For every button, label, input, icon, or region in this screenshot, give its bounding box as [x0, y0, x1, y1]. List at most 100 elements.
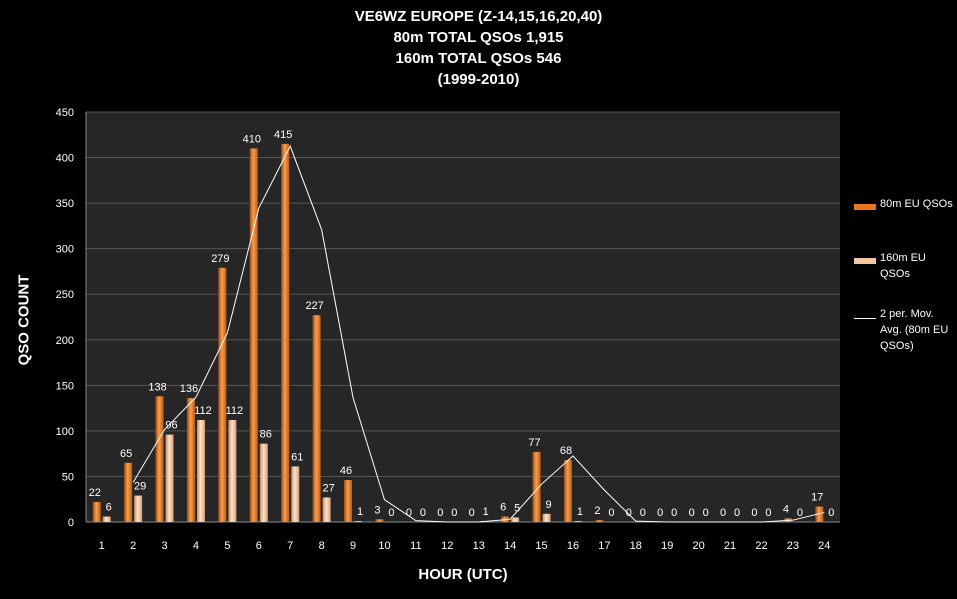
series-160m-data-label: 27: [323, 482, 335, 494]
series-80m-data-label: 46: [340, 465, 352, 477]
legend-swatch-160m: [854, 258, 876, 264]
x-tick-label: 18: [630, 540, 642, 552]
x-tick-label: 7: [287, 540, 293, 552]
plot-area: [86, 112, 840, 522]
legend-label-80m: 80m EU QSOs: [880, 198, 953, 210]
series-160m-data-label: 5: [514, 502, 520, 514]
x-tick-label: 15: [535, 540, 547, 552]
series-160m-data-label: 29: [134, 481, 146, 493]
series-160m-data-label: 0: [797, 507, 803, 519]
x-tick-label: 23: [787, 540, 799, 552]
series-160m-data-label: 86: [260, 429, 272, 441]
x-axis-title: HOUR (UTC): [418, 566, 508, 583]
x-tick-label: 20: [693, 540, 705, 552]
series-160m-bar: [354, 521, 363, 522]
series-80m-data-label: 4: [783, 503, 789, 515]
y-tick-label: 400: [56, 153, 74, 165]
series-80m-data-label: 2: [594, 505, 600, 517]
series-80m-data-label: 136: [180, 383, 198, 395]
series-160m-data-label: 0: [671, 507, 677, 519]
y-axis-title-box: QSO COUNT: [4, 260, 44, 380]
series-80m-data-label: 68: [560, 445, 572, 457]
series-160m-bar: [228, 419, 237, 522]
legend-swatch-moving-avg: [854, 318, 876, 319]
x-tick-label: 5: [224, 540, 230, 552]
series-160m-data-label: 1: [483, 506, 489, 518]
series-80m-bar: [595, 520, 604, 522]
series-160m-data-label: 1: [577, 506, 583, 518]
series-80m-data-label: 65: [120, 448, 132, 460]
series-160m-data-label: 1: [357, 506, 363, 518]
x-tick-label: 3: [161, 540, 167, 552]
legend-label-moving-avg: 2 per. Mov. Avg. (80m EU QSOs): [880, 308, 949, 352]
series-160m-bar: [291, 466, 300, 522]
series-80m-data-label: 279: [211, 253, 229, 265]
series-160m-data-label: 0: [734, 507, 740, 519]
series-160m-bar: [259, 443, 268, 522]
series-80m-data-label: 0: [469, 507, 475, 519]
title-line-3: 160m TOTAL QSOs 546: [395, 50, 562, 67]
series-160m-bar: [165, 434, 174, 522]
series-160m-data-label: 0: [451, 507, 457, 519]
series-80m-data-label: 6: [500, 502, 506, 514]
series-160m-bar: [542, 513, 551, 522]
y-tick-label: 100: [56, 426, 74, 438]
series-80m-data-label: 3: [374, 504, 380, 516]
series-80m-bar: [312, 315, 321, 522]
title-line-1: VE6WZ EUROPE (Z-14,15,16,20,40): [354, 8, 603, 25]
x-tick-label: 13: [473, 540, 485, 552]
series-80m-data-label: 227: [305, 300, 323, 312]
x-tick-label: 14: [504, 540, 516, 552]
series-160m-data-label: 9: [545, 499, 551, 511]
series-160m-bar: [102, 516, 111, 522]
y-tick-label: 300: [56, 244, 74, 256]
series-160m-bar: [322, 497, 331, 522]
series-80m-bar: [92, 501, 101, 522]
x-tick-label: 12: [441, 540, 453, 552]
x-tick-label: 4: [193, 540, 199, 552]
x-tick-label: 16: [567, 540, 579, 552]
series-80m-data-label: 410: [243, 133, 261, 145]
title-line-4: (1999-2010): [437, 71, 520, 88]
x-tick-label: 2: [130, 540, 136, 552]
x-tick-label: 21: [724, 540, 736, 552]
series-80m-bar: [249, 148, 258, 522]
x-tick-label: 11: [410, 540, 421, 552]
y-axis-title: QSO COUNT: [15, 274, 33, 366]
series-80m-data-label: 77: [528, 437, 540, 449]
x-tick-label: 9: [350, 540, 356, 552]
x-tick-label: 22: [755, 540, 767, 552]
series-80m-bar: [281, 143, 290, 522]
series-80m-data-label: 22: [89, 487, 101, 499]
series-160m-data-label: 0: [420, 507, 426, 519]
series-160m-data-label: 0: [765, 507, 771, 519]
x-tick-label: 1: [99, 540, 105, 552]
series-160m-data-label: 0: [640, 507, 646, 519]
series-80m-data-label: 0: [751, 507, 757, 519]
y-tick-label: 0: [68, 517, 74, 529]
series-160m-data-label: 0: [828, 507, 834, 519]
moving-average-line: [132, 144, 825, 523]
series-160m-data-label: 96: [165, 420, 177, 432]
series-80m-bar: [375, 519, 384, 522]
series-80m-data-label: 0: [657, 507, 663, 519]
series-160m-bar: [573, 521, 582, 522]
series-160m-bar: [134, 495, 143, 522]
chart-title: VE6WZ EUROPE (Z-14,15,16,20,40) 80m TOTA…: [0, 6, 957, 90]
x-tick-label: 24: [818, 540, 830, 552]
x-tick-label: 10: [378, 540, 390, 552]
x-tick-label: 6: [256, 540, 262, 552]
series-160m-data-label: 61: [291, 451, 303, 463]
series-160m-data-label: 112: [226, 405, 244, 417]
series-160m-data-label: 112: [194, 405, 212, 417]
series-80m-bar: [186, 398, 195, 522]
series-80m-data-label: 0: [689, 507, 695, 519]
y-tick-label: 450: [56, 107, 74, 119]
series-80m-bar: [155, 396, 164, 522]
series-80m-bar: [815, 506, 824, 522]
series-160m-data-label: 0: [388, 507, 394, 519]
series-80m-data-label: 138: [148, 381, 166, 393]
series-160m-bar: [511, 517, 520, 522]
legend-label-160m: 160m EU QSOs: [880, 252, 926, 280]
